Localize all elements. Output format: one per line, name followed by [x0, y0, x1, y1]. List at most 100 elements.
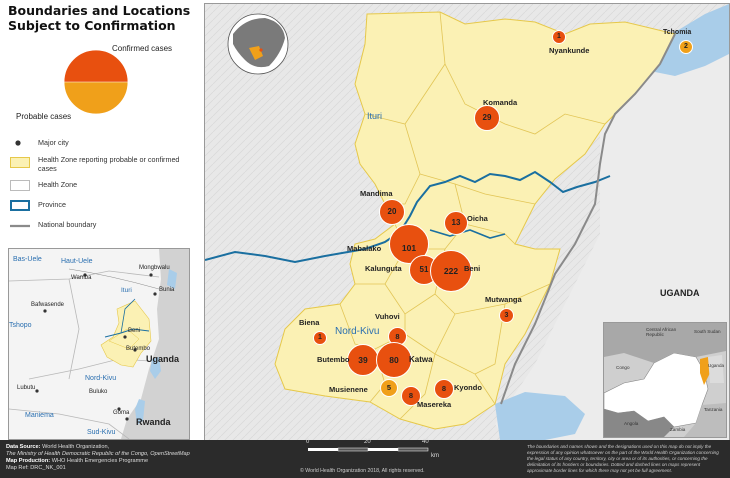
case-circle-musienene[interactable]: 5	[380, 379, 398, 397]
scale-tick-0: 0	[306, 439, 310, 445]
case-count: 222	[443, 266, 459, 276]
locality-label-masereka: Masereka	[417, 400, 452, 409]
locality-label-oicha: Oicha	[467, 214, 488, 223]
inset-country-zambia: Zambia	[670, 427, 686, 432]
inset-label-maniema: Maniema	[25, 412, 54, 419]
case-circle-mutwanga[interactable]: 3	[499, 308, 514, 323]
inset-label-tshopo: Tshopo	[9, 322, 32, 329]
case-circle-tchomia[interactable]: 2	[679, 40, 693, 54]
case-count: 8	[395, 332, 400, 341]
inset-city-beni: Beni	[128, 328, 141, 334]
data-source-label: Data Source:	[6, 444, 41, 450]
case-count: 29	[482, 113, 492, 122]
case-circle-masereka[interactable]: 8	[401, 386, 421, 406]
case-count: 5	[386, 383, 392, 392]
pie-legend-symbol	[63, 49, 129, 115]
city-dot-icon	[15, 140, 21, 146]
locality-label-komanda: Komanda	[483, 98, 518, 107]
map-id: Map Ref: DRC_NK_001	[6, 465, 66, 471]
inset-city-buluko: Buluko	[89, 389, 108, 395]
legend-label: Health Zone	[38, 180, 78, 189]
map-title: Boundaries and Locations Subject to Conf…	[8, 3, 190, 33]
inset-city-bafwasende: Bafwasende	[31, 302, 65, 308]
legend-label: Health Zone reporting probable or confir…	[38, 155, 180, 173]
case-circle-butembo[interactable]: 39	[347, 344, 379, 376]
health-zone-affected-swatch	[10, 157, 30, 168]
province-boundary-inner	[429, 229, 506, 239]
locality-label-mutwanga: Mutwanga	[485, 295, 522, 304]
footer: Data Source: World Health Organization, …	[0, 439, 730, 478]
inset-label-rwanda: Rwanda	[136, 417, 171, 427]
inset-city-lubutu: Lubutu	[17, 385, 36, 391]
inset-country-south-sudan: South Sudan	[694, 329, 721, 334]
lake-edward	[495, 392, 585, 440]
inset-country-congo: Congo	[616, 365, 630, 370]
national-boundary-line-icon	[10, 224, 30, 228]
scale-tick-20: 20	[364, 439, 371, 445]
case-circle-oicha[interactable]: 13	[444, 211, 468, 235]
case-circle-mandima[interactable]: 20	[379, 199, 405, 225]
main-map[interactable]: 1 Nyankunde 2 Tchomia 29 Komanda 20 Mand…	[204, 3, 730, 441]
map-title-line2: Subject to Confirmation	[8, 18, 176, 33]
case-count: 80	[389, 355, 399, 365]
region-inset-map: Central African Republic South Sudan Con…	[603, 322, 727, 438]
footer-source-block: Data Source: World Health Organization, …	[6, 444, 216, 472]
probable-cases-label: Probable cases	[16, 112, 72, 121]
inset-city-mongbwalu: Mongbwalu	[139, 265, 170, 271]
legend-label: National boundary	[38, 220, 97, 229]
country-label-uganda: UGANDA	[660, 288, 700, 298]
province-label-ituri: Ituri	[367, 111, 383, 121]
production-text: WHO Health Emergencies Programme	[51, 458, 149, 464]
confirmed-half	[64, 50, 128, 82]
case-count: 13	[451, 218, 461, 227]
case-circle-katwa[interactable]: 80	[376, 342, 412, 378]
inset-country-tanzania: Tanzania	[704, 407, 723, 412]
case-count: 3	[504, 312, 509, 319]
inset-label-uganda: Uganda	[146, 354, 180, 364]
health-zone-swatch	[10, 180, 30, 191]
inset-city-butembo: Butembo	[126, 346, 151, 352]
locality-label-butembo: Butembo	[317, 355, 350, 364]
locality-label-tchomia: Tchomia	[663, 29, 692, 36]
inset-country-angola: Angola	[624, 421, 639, 426]
inset-label-sud-kivu: Sud-Kivu	[87, 429, 116, 436]
data-source-text: World Health Organization,	[42, 444, 110, 450]
scale-unit: km	[431, 453, 439, 459]
case-circle-komanda[interactable]: 29	[474, 105, 500, 131]
case-circle-kyondo[interactable]: 8	[434, 379, 454, 399]
inset-label-nord-kivu: Nord-Kivu	[85, 375, 117, 382]
case-count: 51	[419, 265, 429, 274]
national-boundary	[500, 33, 676, 405]
inset-city-bunia: Bunia	[159, 287, 175, 293]
globe-inset	[227, 13, 289, 75]
disclaimer: The boundaries and names shown and the d…	[527, 444, 719, 473]
case-circle-nyankunde[interactable]: 1	[552, 30, 566, 44]
locality-label-mandima: Mandima	[360, 189, 393, 198]
locality-label-katwa: Katwa	[409, 355, 433, 364]
case-count: 8	[441, 384, 447, 393]
legend-label: Major city	[38, 138, 69, 147]
confirmed-cases-label: Confirmed cases	[112, 44, 173, 53]
locality-label-nyankunde: Nyankunde	[549, 46, 590, 55]
legend-label: Province	[38, 200, 66, 209]
case-count: 1	[557, 33, 561, 40]
left-panel: Boundaries and Locations Subject to Conf…	[0, 0, 204, 440]
inset-country-car: Central African Republic	[646, 327, 677, 337]
copyright: © World Health Organization 2018, All ri…	[300, 468, 425, 474]
inset-label-haut-uele: Haut-Uele	[61, 258, 93, 265]
inset-label-ituri: Ituri	[121, 287, 132, 294]
locality-label-beni: Beni	[464, 264, 481, 273]
case-count: 8	[408, 391, 414, 400]
data-source-line2: The Ministry of Health Democratic Republ…	[6, 451, 190, 457]
map-title-line1: Boundaries and Locations	[8, 3, 191, 18]
case-count: 1	[318, 334, 322, 341]
locality-label-vuhovi: Vuhovi	[375, 312, 400, 321]
locality-label-mabalako: Mabalako	[347, 244, 382, 253]
inset-label-bas-uele: Bas-Uele	[13, 256, 42, 263]
inset-city-wamba: Wamba	[71, 275, 92, 281]
case-circle-biena[interactable]: 1	[313, 331, 327, 345]
scale-tick-40: 40	[422, 439, 429, 445]
case-circle-beni[interactable]: 222	[430, 250, 472, 292]
case-count: 2	[684, 43, 688, 50]
overview-inset-map: Bas-Uele Haut-Uele Ituri Tshopo Nord-Kiv…	[8, 248, 190, 440]
